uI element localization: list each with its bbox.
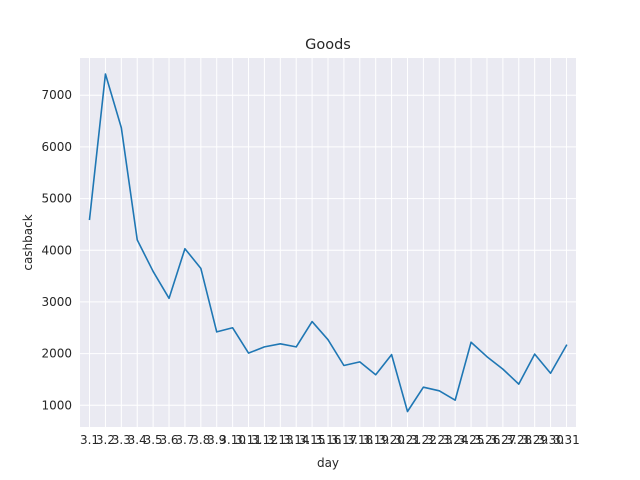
y-tick-labels: 1000 2000 3000 4000 5000 6000 7000 — [41, 88, 72, 412]
x-axis-label: day — [317, 456, 339, 470]
x-tick-label: 3.16 — [315, 433, 342, 447]
x-tick-label: 3.22 — [410, 433, 437, 447]
x-tick-label: 3.6 — [159, 433, 178, 447]
x-tick-label: 3.2 — [96, 433, 115, 447]
x-tick-label: 3.19 — [362, 433, 389, 447]
y-axis-label: cashback — [21, 214, 35, 270]
x-tick-label: 3.7 — [175, 433, 194, 447]
x-tick-label: 3.18 — [346, 433, 373, 447]
y-tick-label: 6000 — [41, 140, 72, 154]
x-tick-label: 3.29 — [521, 433, 548, 447]
y-tick-label: 5000 — [41, 192, 72, 206]
x-tick-label: 3.17 — [331, 433, 358, 447]
x-tick-label: 3.24 — [442, 433, 469, 447]
x-tick-label: 3.15 — [299, 433, 326, 447]
x-tick-label: 3.12 — [251, 433, 278, 447]
x-tick-label: 3.13 — [267, 433, 294, 447]
x-tick-label: 3.8 — [191, 433, 210, 447]
x-gridlines — [89, 58, 567, 427]
x-tick-label: 3.10 — [219, 433, 246, 447]
chart-title: Goods — [305, 37, 351, 53]
y-tick-label: 2000 — [41, 347, 72, 361]
x-tick-label: 3.25 — [458, 433, 485, 447]
x-tick-label: 3.1 — [80, 433, 99, 447]
series-line — [88, 73, 568, 413]
x-tick-label: 3.4 — [128, 433, 147, 447]
x-tick-label: 3.21 — [394, 433, 421, 447]
x-tick-label: 3.14 — [283, 433, 310, 447]
x-tick-label: 3.9 — [207, 433, 226, 447]
y-tick-label: 7000 — [41, 88, 72, 102]
x-tick-label: 3.30 — [537, 433, 564, 447]
x-tick-label: 3.5 — [144, 433, 163, 447]
y-tick-label: 1000 — [41, 398, 72, 412]
x-tick-label: 3.28 — [505, 433, 532, 447]
y-tick-label: 4000 — [41, 243, 72, 257]
x-tick-label: 3.3 — [112, 433, 131, 447]
x-tick-label: 3.27 — [490, 433, 517, 447]
x-tick-label: 3.26 — [474, 433, 501, 447]
x-tick-labels: 3.13.23.33.43.53.63.73.83.93.103.113.123… — [80, 433, 580, 447]
x-tick-label: 3.11 — [235, 433, 262, 447]
x-tick-label: 3.23 — [426, 433, 453, 447]
x-tick-label: 3.20 — [378, 433, 405, 447]
series-layer — [88, 73, 568, 413]
y-tick-label: 3000 — [41, 295, 72, 309]
x-tick-label: 3.31 — [553, 433, 580, 447]
